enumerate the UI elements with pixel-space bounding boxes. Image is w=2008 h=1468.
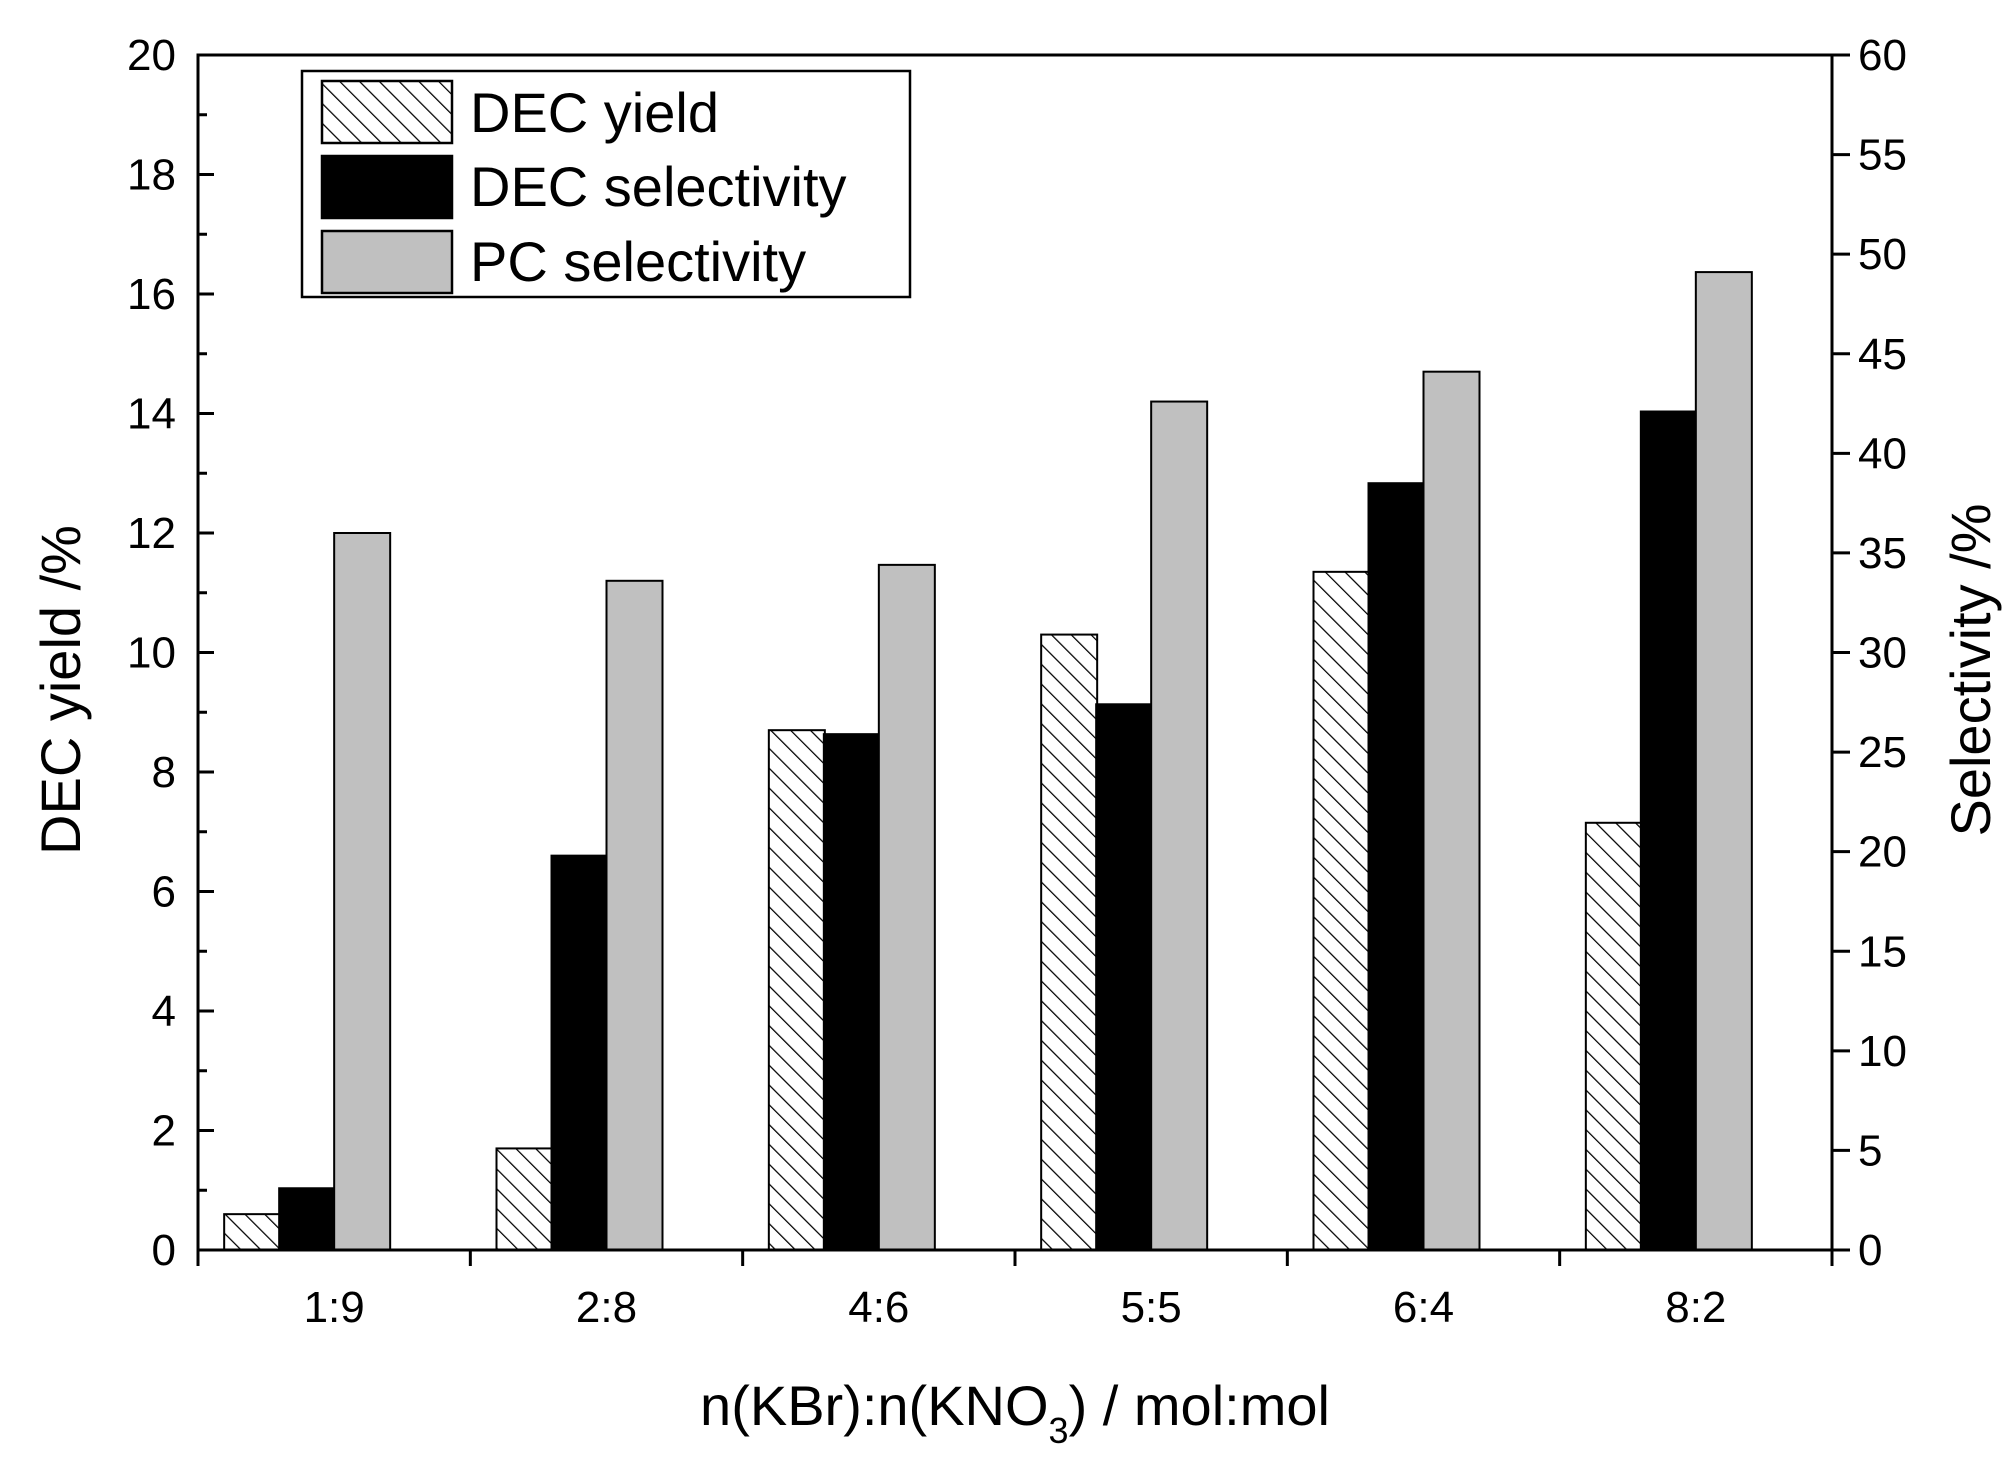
bar-dec-yield-5-5 <box>1040 633 1099 1251</box>
bar-dec-yield-6-4 <box>1312 570 1371 1251</box>
x-tick-label: 5:5 <box>1121 1283 1182 1332</box>
legend-label-dec-selectivity: DEC selectivity <box>470 155 847 218</box>
right-tick-label: 20 <box>1858 828 1907 877</box>
left-tick-label: 0 <box>152 1226 176 1275</box>
right-tick-label: 30 <box>1858 629 1907 678</box>
x-axis-title: n(KBr):n(KNO3) / mol:mol <box>700 1374 1330 1451</box>
left-axis-ticks: 0 2 4 6 8 10 12 14 16 18 20 <box>127 31 214 1275</box>
x-axis-title-tail: ) / mol:mol <box>1069 1374 1330 1437</box>
left-tick-label: 10 <box>127 629 176 678</box>
left-tick-label: 18 <box>127 151 176 200</box>
legend-swatch-dec-selectivity <box>320 154 454 220</box>
left-tick-label: 8 <box>152 748 176 797</box>
bar-dec-yield-8-2 <box>1584 821 1643 1251</box>
bar-pc-selectivity-6-4 <box>1422 370 1481 1251</box>
bars-group <box>223 271 1753 1252</box>
legend: DEC yield DEC selectivity PC selectivity <box>300 69 912 299</box>
right-tick-label: 40 <box>1858 429 1907 478</box>
x-tick-label: 6:4 <box>1393 1283 1454 1332</box>
x-axis-ticks: 1:9 2:8 4:6 5:5 6:4 8:2 <box>196 1250 1834 1332</box>
right-tick-label: 25 <box>1858 728 1907 777</box>
legend-label-pc-selectivity: PC selectivity <box>470 230 806 293</box>
right-tick-label: 35 <box>1858 529 1907 578</box>
bar-dec-yield-1-9 <box>223 1213 282 1252</box>
bar-dec-selectivity-1-9 <box>278 1187 337 1251</box>
bar-pc-selectivity-8-2 <box>1694 271 1753 1251</box>
bar-dec-selectivity-5-5 <box>1095 703 1154 1251</box>
bar-pc-selectivity-1-9 <box>333 532 392 1251</box>
right-tick-label: 0 <box>1858 1226 1882 1275</box>
right-tick-label: 50 <box>1858 230 1907 279</box>
y-axis-left-title: DEC yield /% <box>29 525 92 855</box>
left-tick-label: 16 <box>127 270 176 319</box>
right-tick-label: 15 <box>1858 927 1907 976</box>
left-tick-label: 6 <box>152 868 176 917</box>
bar-pc-selectivity-2-8 <box>605 579 664 1251</box>
x-axis-title-subscript: 3 <box>1049 1410 1069 1451</box>
x-axis-title-main: n(KBr):n(KNO <box>700 1374 1049 1437</box>
x-tick-label: 8:2 <box>1665 1283 1726 1332</box>
legend-swatch-pc-selectivity <box>320 229 454 295</box>
right-tick-label: 55 <box>1858 131 1907 180</box>
bar-pc-selectivity-4-6 <box>877 563 936 1251</box>
left-tick-label: 2 <box>152 1107 176 1156</box>
bar-dec-yield-2-8 <box>495 1147 554 1252</box>
right-tick-label: 10 <box>1858 1027 1907 1076</box>
bar-pc-selectivity-5-5 <box>1150 400 1209 1251</box>
y-axis-right-title: Selectivity /% <box>1939 504 2002 837</box>
left-tick-label: 20 <box>127 31 176 80</box>
left-tick-label: 12 <box>127 509 176 558</box>
x-tick-label: 4:6 <box>848 1283 909 1332</box>
right-axis-ticks: 0 5 10 15 20 25 30 35 40 45 50 55 60 <box>1832 31 1907 1275</box>
legend-label-dec-yield: DEC yield <box>470 81 719 144</box>
left-tick-label: 14 <box>127 390 176 439</box>
x-tick-label: 1:9 <box>304 1283 365 1332</box>
x-tick-label: 2:8 <box>576 1283 637 1332</box>
legend-swatch-dec-yield <box>320 79 454 145</box>
bar-dec-selectivity-2-8 <box>550 854 609 1252</box>
bar-dec-yield-4-6 <box>767 729 826 1251</box>
bar-dec-selectivity-6-4 <box>1367 482 1426 1252</box>
right-tick-label: 5 <box>1858 1126 1882 1175</box>
right-tick-label: 60 <box>1858 31 1907 80</box>
left-tick-label: 4 <box>152 987 176 1036</box>
right-tick-label: 45 <box>1858 330 1907 379</box>
bar-dec-selectivity-4-6 <box>822 733 881 1251</box>
bar-dec-selectivity-8-2 <box>1639 410 1698 1251</box>
